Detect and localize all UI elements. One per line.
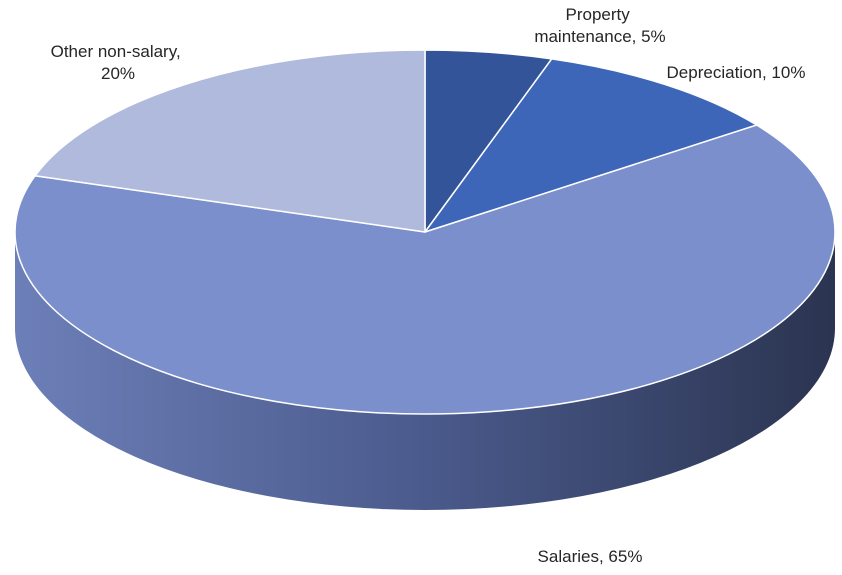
pie-slice	[33, 49, 426, 233]
data-label: Salaries, 65%	[538, 547, 643, 566]
label-line: Depreciation, 10%	[667, 63, 806, 82]
pie-side	[15, 232, 835, 510]
label-line: maintenance, 5%	[534, 27, 665, 46]
label-line: Property	[566, 5, 635, 24]
label-line: 20%	[101, 64, 135, 83]
label-line: Salaries, 65%	[538, 547, 643, 566]
data-label: Depreciation, 10%	[667, 63, 806, 82]
pie-slice	[14, 124, 836, 415]
label-line: Other non-salary,	[51, 42, 186, 61]
data-label: Other non-salary, 20%	[51, 42, 186, 83]
data-label: Property maintenance, 5%	[534, 5, 665, 46]
pie-slice	[423, 58, 759, 234]
